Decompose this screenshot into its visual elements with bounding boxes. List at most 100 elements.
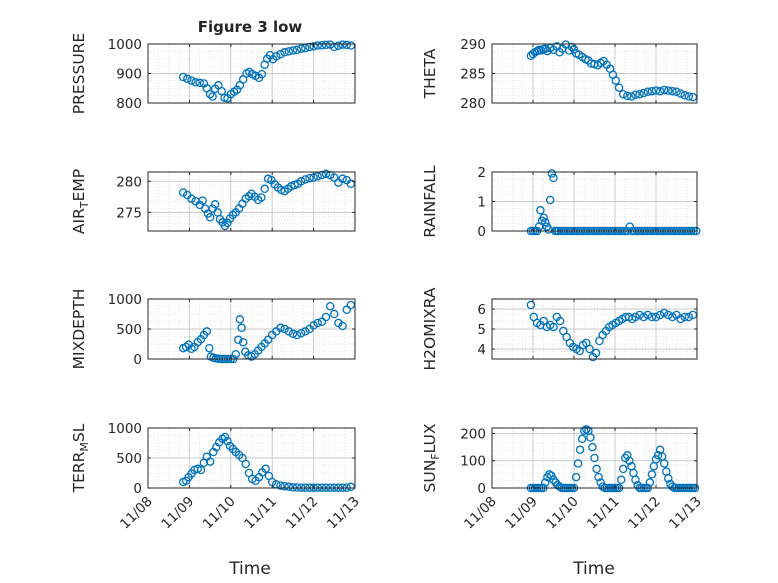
data-point bbox=[223, 436, 232, 446]
data-point bbox=[263, 335, 273, 345]
data-point bbox=[545, 470, 554, 479]
data-point bbox=[261, 464, 270, 474]
y-axis-label-part: T bbox=[78, 201, 91, 209]
data-point bbox=[288, 483, 298, 492]
data-point bbox=[618, 89, 628, 99]
data-point bbox=[659, 308, 669, 318]
data-point bbox=[288, 46, 298, 55]
data-point bbox=[183, 74, 192, 84]
data-point bbox=[220, 432, 230, 442]
y-tick-label: 0 bbox=[133, 352, 142, 368]
data-point bbox=[280, 48, 289, 57]
data-point bbox=[591, 348, 601, 358]
data-point bbox=[296, 177, 306, 186]
panel-h2omixra: 4 5 6 H2OMIXRA bbox=[421, 287, 698, 371]
data-point bbox=[547, 471, 556, 480]
y-tick-label: 5 bbox=[477, 322, 486, 338]
y-tick-label: 100 bbox=[460, 454, 486, 470]
data-point bbox=[198, 196, 207, 205]
y-axis-label-part: TERR bbox=[70, 451, 88, 493]
data-point bbox=[676, 314, 685, 324]
data-point bbox=[659, 459, 669, 468]
y-axis-label-part: AIR bbox=[70, 208, 88, 234]
y-axis-label-part: SL bbox=[70, 423, 88, 442]
y-tick-label: 285 bbox=[460, 67, 486, 83]
data-point bbox=[647, 86, 657, 96]
data-point bbox=[296, 328, 306, 338]
data-point bbox=[284, 482, 294, 492]
data-point bbox=[635, 89, 644, 99]
data-point bbox=[647, 470, 657, 479]
y-axis-label: THETA bbox=[421, 48, 439, 99]
data-point bbox=[635, 310, 644, 320]
data-point bbox=[205, 457, 215, 466]
data-point bbox=[342, 40, 351, 50]
data-point bbox=[196, 465, 206, 475]
data-point bbox=[191, 78, 200, 87]
data-point bbox=[645, 478, 655, 487]
data-point bbox=[292, 330, 302, 340]
data-point bbox=[321, 312, 331, 322]
data-point bbox=[178, 72, 188, 82]
data-point bbox=[338, 174, 347, 184]
data-point bbox=[573, 459, 583, 468]
panel-air-temp: 275 280 AIRTEMP bbox=[70, 169, 356, 234]
data-point bbox=[627, 92, 636, 101]
data-point bbox=[611, 76, 621, 85]
data-point bbox=[541, 217, 550, 227]
data-point bbox=[655, 86, 665, 96]
y-tick-label: 1000 bbox=[108, 37, 142, 53]
data-point bbox=[549, 173, 558, 183]
data-point bbox=[205, 89, 215, 99]
y-tick-label: 4 bbox=[477, 342, 486, 358]
y-tick-label: 900 bbox=[116, 67, 142, 83]
data-point bbox=[651, 312, 661, 322]
data-point bbox=[684, 312, 694, 322]
data-point bbox=[223, 218, 232, 228]
y-tick-label: 1000 bbox=[108, 421, 142, 437]
y-tick-label: 6 bbox=[477, 302, 486, 318]
data-point bbox=[234, 335, 243, 345]
axes-box bbox=[491, 427, 698, 489]
data-point bbox=[618, 464, 628, 474]
y-axis-label-part: EMP bbox=[70, 169, 88, 202]
data-point bbox=[342, 305, 351, 315]
data-point bbox=[536, 206, 545, 215]
data-point bbox=[280, 324, 289, 334]
y-axis-label: MIXDEPTH bbox=[70, 289, 88, 370]
data-point bbox=[588, 442, 597, 452]
data-point bbox=[582, 425, 591, 434]
data-point bbox=[647, 312, 657, 322]
data-point bbox=[668, 86, 677, 96]
data-point bbox=[541, 44, 550, 53]
data-point bbox=[592, 464, 601, 474]
data-point bbox=[218, 434, 227, 444]
y-tick-label: 275 bbox=[116, 205, 142, 221]
data-point bbox=[276, 50, 285, 59]
x-axis-label-left: Time bbox=[228, 559, 271, 579]
y-tick-label: 200 bbox=[460, 426, 486, 442]
y-tick-label: 1 bbox=[477, 195, 486, 211]
y-axis-label: H2OMIXRA bbox=[421, 287, 439, 370]
data-point bbox=[596, 478, 605, 487]
y-tick-label: 2 bbox=[477, 165, 486, 181]
data-point bbox=[330, 42, 339, 52]
data-point bbox=[195, 78, 205, 88]
y-axis-label: RAINFALL bbox=[421, 165, 439, 238]
data-point bbox=[625, 456, 634, 465]
data-point bbox=[231, 349, 241, 359]
data-point bbox=[241, 459, 250, 469]
data-point bbox=[643, 87, 653, 97]
data-point bbox=[272, 52, 281, 61]
data-point bbox=[664, 474, 673, 483]
data-point bbox=[676, 89, 685, 98]
data-point bbox=[334, 41, 343, 51]
data-point bbox=[571, 472, 581, 482]
data-point bbox=[313, 318, 322, 328]
data-point bbox=[668, 482, 677, 491]
panel-mixdepth: 0 500 1000 MIXDEPTH bbox=[70, 289, 356, 370]
data-point bbox=[296, 44, 306, 53]
data-point bbox=[321, 169, 331, 179]
